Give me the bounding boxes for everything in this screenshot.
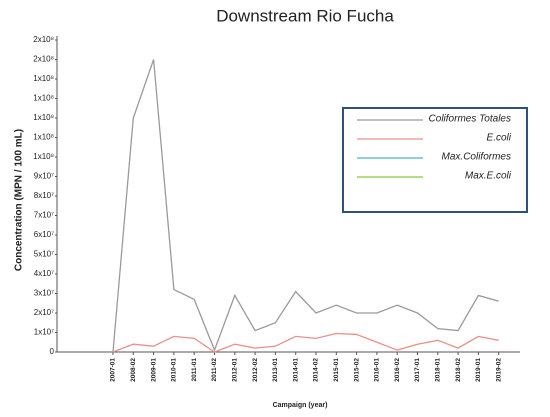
x-tick-label: 2019-01 [475, 358, 482, 382]
y-tick-label: 1x10⁸ [33, 74, 54, 83]
y-tick-label: 0 [50, 347, 55, 356]
x-tick-label: 2007-01 [110, 358, 117, 382]
y-tick-label: 1x10⁸ [33, 133, 54, 142]
x-tick-label: 2012-02 [252, 358, 259, 382]
x-axis-label: Campaign (year) [273, 402, 328, 409]
legend-label: Max.E.coli [465, 171, 512, 182]
y-tick-label: 3x10⁷ [34, 289, 54, 298]
x-tick-label: 2011-01 [191, 358, 198, 382]
y-axis-label: Concentration (MPN / 100 mL) [14, 129, 25, 271]
y-tick-label: 6x10⁷ [34, 230, 54, 239]
x-tick-label: 2012-01 [232, 358, 239, 382]
x-tick-label: 2018-02 [455, 358, 462, 382]
series-line [112, 332, 499, 353]
series-line [112, 59, 499, 353]
y-tick-label: 1x10⁸ [33, 152, 54, 161]
y-tick-label: 4x10⁷ [34, 269, 54, 278]
x-tick-label: 2010-01 [171, 358, 178, 382]
x-tick-label: 2016-01 [374, 358, 381, 382]
x-tick-label: 2014-02 [313, 358, 320, 382]
legend-label: Max.Coliformes [442, 152, 511, 163]
x-tick-label: 2015-01 [333, 358, 340, 382]
y-tick-label: 7x10⁷ [34, 211, 54, 220]
y-tick-label: 5x10⁷ [34, 250, 54, 259]
y-tick-label: 1x10⁷ [34, 328, 54, 337]
y-tick-label: 2x10⁸ [33, 55, 54, 64]
y-tick-label: 2x10⁷ [34, 308, 54, 317]
x-tick-label: 2017-01 [414, 358, 421, 382]
legend-label: E.coli [487, 133, 512, 144]
y-tick-label: 2x10⁸ [33, 35, 54, 44]
x-tick-label: 2009-01 [150, 358, 157, 382]
x-tick-label: 2013-01 [272, 358, 279, 382]
x-tick-label: 2016-02 [394, 358, 401, 382]
x-tick-label: 2011-02 [211, 358, 218, 382]
x-tick-label: 2008-02 [130, 358, 137, 382]
x-tick-label: 2015-02 [353, 358, 360, 382]
legend-label: Coliformes Totales [429, 114, 511, 125]
x-tick-label: 2018-01 [435, 358, 442, 382]
y-tick-label: 8x10⁷ [34, 191, 54, 200]
y-tick-label: 1x10⁸ [33, 94, 54, 103]
y-tick-label: 9x10⁷ [34, 172, 54, 181]
chart-title: Downstream Rio Fucha [216, 6, 394, 25]
x-tick-label: 2019-02 [495, 358, 502, 382]
legend-box [342, 107, 528, 213]
x-tick-label: 2014-01 [292, 358, 299, 382]
y-tick-label: 1x10⁸ [33, 113, 54, 122]
